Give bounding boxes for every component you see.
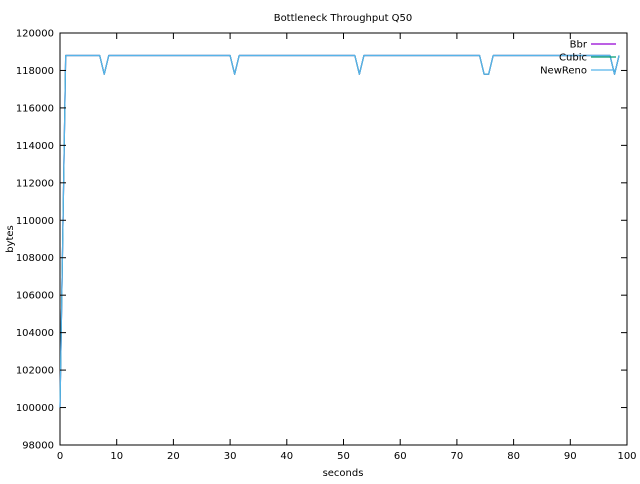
y-tick-label: 110000 — [16, 216, 54, 227]
legend-label-newreno: NewReno — [540, 66, 587, 77]
y-tick-label: 116000 — [16, 103, 54, 114]
legend-label-bbr: Bbr — [570, 40, 588, 51]
series-layer — [59, 54, 620, 408]
x-tick-label: 70 — [451, 451, 464, 462]
y-tick-label: 104000 — [16, 328, 54, 339]
y-tick-label: 102000 — [16, 366, 54, 377]
y-tick-label: 114000 — [16, 141, 54, 152]
axes-layer: 0 10 20 30 40 50 60 70 80 90 100 98000 100000 102000 1… — [16, 29, 637, 463]
x-tick-label: 100 — [617, 451, 636, 462]
y-tick-label: 98000 — [22, 441, 54, 452]
y-tick-label: 118000 — [16, 66, 54, 77]
x-tick-label: 0 — [57, 451, 63, 462]
legend: Bbr Cubic NewReno — [540, 40, 616, 77]
series-line-newreno — [59, 54, 620, 408]
x-tick-label: 60 — [394, 451, 407, 462]
x-tick-label: 30 — [224, 451, 237, 462]
x-tick-label: 50 — [337, 451, 350, 462]
x-tick-label: 10 — [110, 451, 123, 462]
x-tick-label: 40 — [280, 451, 293, 462]
legend-label-cubic: Cubic — [559, 53, 587, 64]
x-axis-label: seconds — [323, 468, 364, 479]
x-tick-label: 20 — [167, 451, 180, 462]
x-tick-label: 80 — [507, 451, 520, 462]
chart-title: Bottleneck Throughput Q50 — [274, 13, 413, 24]
x-tick-label: 90 — [564, 451, 577, 462]
y-axis-label: bytes — [5, 225, 16, 253]
y-tick-label: 120000 — [16, 29, 54, 40]
y-tick-label: 108000 — [16, 253, 54, 264]
y-tick-label: 106000 — [16, 291, 54, 302]
y-tick-label: 100000 — [16, 403, 54, 414]
y-tick-label: 112000 — [16, 178, 54, 189]
